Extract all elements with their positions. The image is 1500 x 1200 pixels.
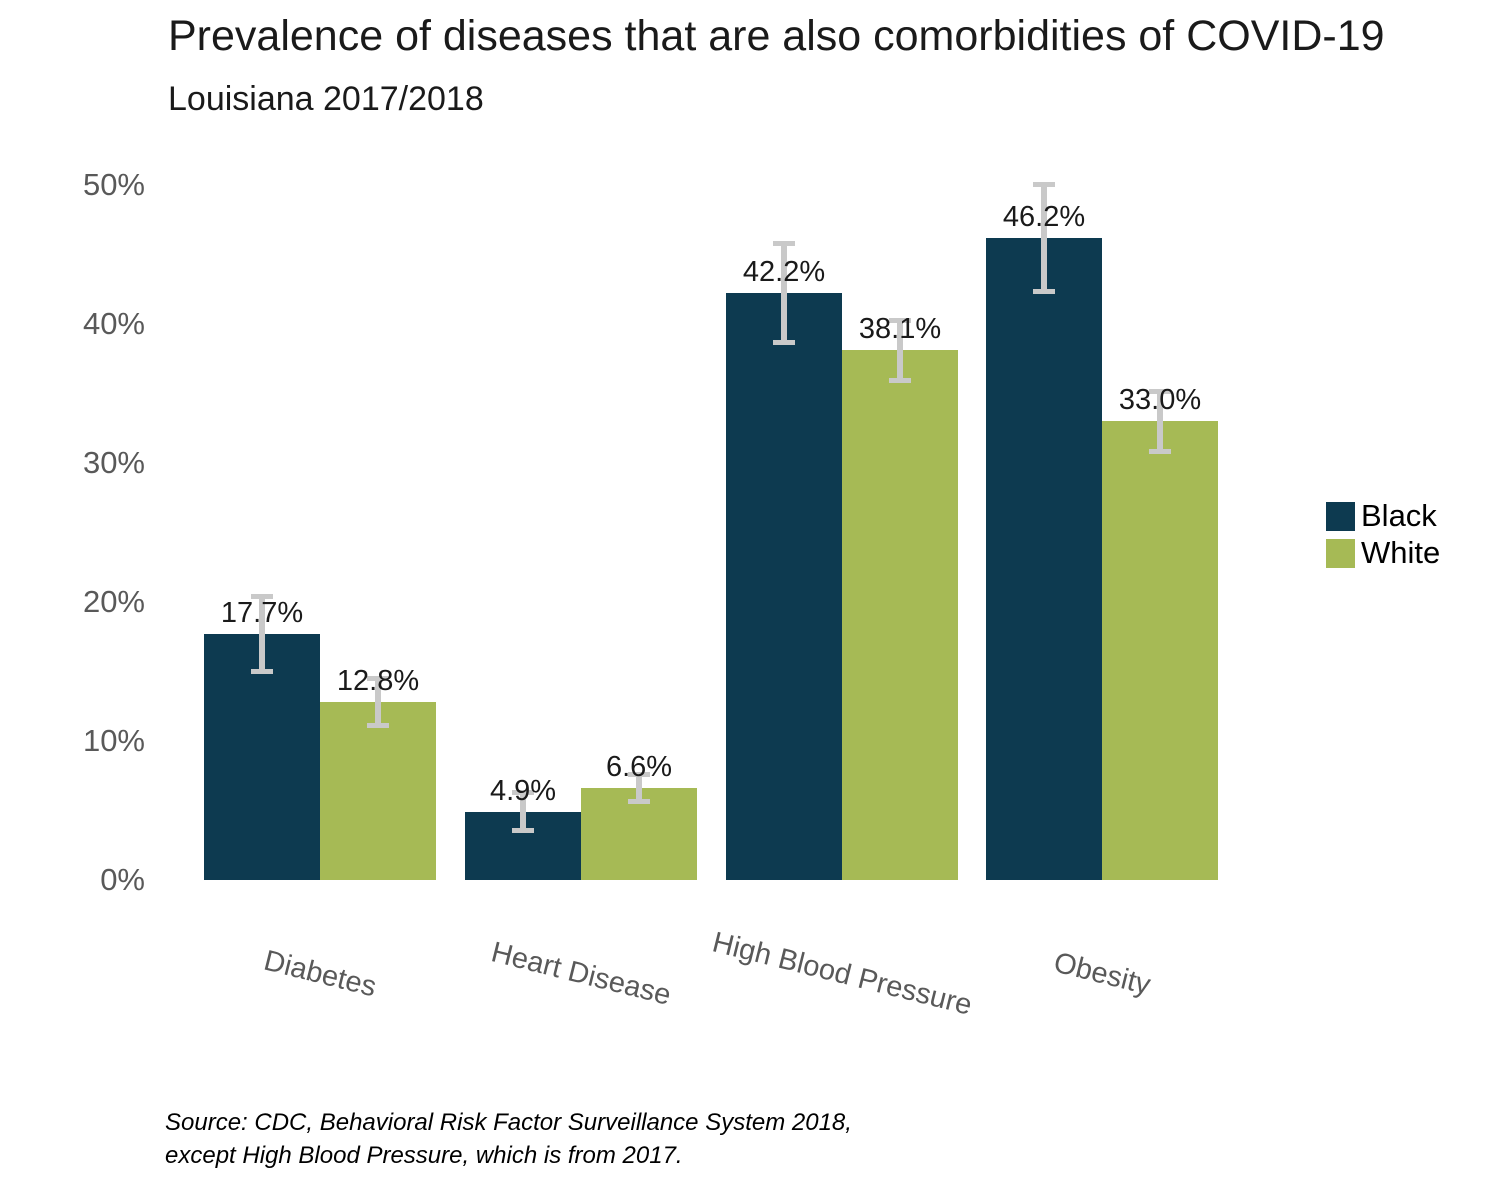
error-bar-cap-bottom-white-high-blood-pressure: [889, 377, 911, 383]
y-axis-tick-label: 40%: [82, 306, 145, 341]
chart-subtitle: Louisiana 2017/2018: [168, 80, 484, 118]
error-bar-cap-bottom-white-heart-disease: [628, 799, 650, 805]
legend-swatch-white: [1326, 538, 1355, 568]
legend-item-black: Black: [1326, 498, 1440, 534]
error-bar-cap-top-black-obesity: [1033, 181, 1055, 187]
error-bar-cap-bottom-black-diabetes: [251, 668, 273, 674]
value-label-white-heart-disease: 6.6%: [605, 751, 673, 784]
y-axis-tick-label: 0%: [100, 862, 145, 897]
error-bar-line-black-heart-disease: [520, 792, 526, 832]
legend-swatch-black: [1326, 501, 1355, 531]
legend-item-white: White: [1326, 535, 1440, 571]
bar-black-high-blood-pressure: [726, 293, 842, 880]
error-bar-line-white-diabetes: [375, 678, 381, 726]
legend-label-black: Black: [1361, 498, 1437, 533]
value-label-white-obesity: 33.0%: [1118, 384, 1202, 417]
y-axis-tick-label: 50%: [82, 167, 145, 202]
legend-label-white: White: [1361, 535, 1441, 570]
source-note-line2: except High Blood Pressure, which is fro…: [165, 1142, 683, 1169]
error-bar-cap-bottom-black-heart-disease: [512, 828, 534, 834]
error-bar-line-black-high-blood-pressure: [781, 243, 787, 344]
bar-white-diabetes: [320, 702, 436, 880]
chart-title: Prevalence of diseases that are also com…: [168, 12, 1385, 60]
error-bar-cap-top-white-high-blood-pressure: [889, 317, 911, 323]
error-bar-cap-bottom-black-high-blood-pressure: [773, 340, 795, 346]
bar-white-high-blood-pressure: [842, 350, 958, 880]
error-bar-cap-top-black-diabetes: [251, 594, 273, 600]
error-bar-cap-bottom-black-obesity: [1033, 289, 1055, 295]
error-bar-line-black-diabetes: [259, 596, 265, 672]
value-label-white-high-blood-pressure: 38.1%: [858, 313, 942, 346]
error-bar-cap-top-white-diabetes: [367, 676, 389, 682]
value-label-black-heart-disease: 4.9%: [489, 774, 557, 807]
value-label-black-diabetes: 17.7%: [220, 596, 304, 629]
error-bar-line-white-heart-disease: [636, 774, 642, 803]
bar-black-diabetes: [204, 633, 320, 880]
bar-black-obesity: [986, 237, 1102, 880]
legend: Black White: [1326, 498, 1440, 572]
y-axis-tick-label: 20%: [82, 584, 145, 619]
error-bar-line-black-obesity: [1041, 183, 1047, 293]
error-bar-cap-top-black-high-blood-pressure: [773, 241, 795, 247]
error-bar-line-white-high-blood-pressure: [897, 319, 903, 381]
error-bar-cap-top-white-heart-disease: [628, 772, 650, 778]
error-bar-cap-bottom-white-obesity: [1149, 448, 1171, 454]
source-note-line1: Source: CDC, Behavioral Risk Factor Surv…: [165, 1109, 852, 1136]
error-bar-line-white-obesity: [1157, 390, 1163, 452]
error-bar-cap-bottom-white-diabetes: [367, 722, 389, 728]
bar-white-obesity: [1102, 421, 1218, 880]
source-note: Source: CDC, Behavioral Risk Factor Surv…: [165, 1106, 852, 1172]
value-label-white-diabetes: 12.8%: [336, 665, 420, 698]
y-axis-tick-label: 30%: [82, 445, 145, 480]
error-bar-cap-top-white-obesity: [1149, 388, 1171, 394]
value-label-black-high-blood-pressure: 42.2%: [742, 256, 826, 289]
error-bar-cap-top-black-heart-disease: [512, 790, 534, 796]
value-label-black-obesity: 46.2%: [1002, 200, 1086, 233]
y-axis-tick-label: 10%: [82, 723, 145, 758]
